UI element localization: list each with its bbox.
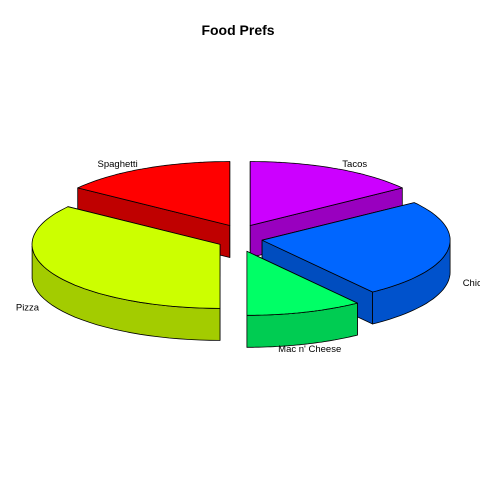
slice-label: Chicken Nugge [463, 278, 480, 289]
slice-label: Pizza [16, 303, 40, 314]
slice-top-face [31, 206, 221, 309]
slice-top-face [246, 250, 358, 316]
chart-title: Food Prefs [201, 22, 274, 38]
slice-label: Tacos [342, 159, 367, 170]
pie-slice-pizza [31, 206, 221, 341]
slice-label: Spaghetti [98, 159, 138, 170]
slice-label: Mac n' Cheese [278, 344, 341, 355]
pie-slice-mac-n-cheese [246, 250, 358, 348]
labels-group: Tacos Chicken Nugge Mac n' Cheese Pizza Spag… [16, 159, 480, 355]
slice-top-face [249, 161, 403, 226]
slices-group [31, 161, 451, 348]
slice-top-face [77, 161, 231, 226]
slice-top-face [261, 202, 451, 293]
